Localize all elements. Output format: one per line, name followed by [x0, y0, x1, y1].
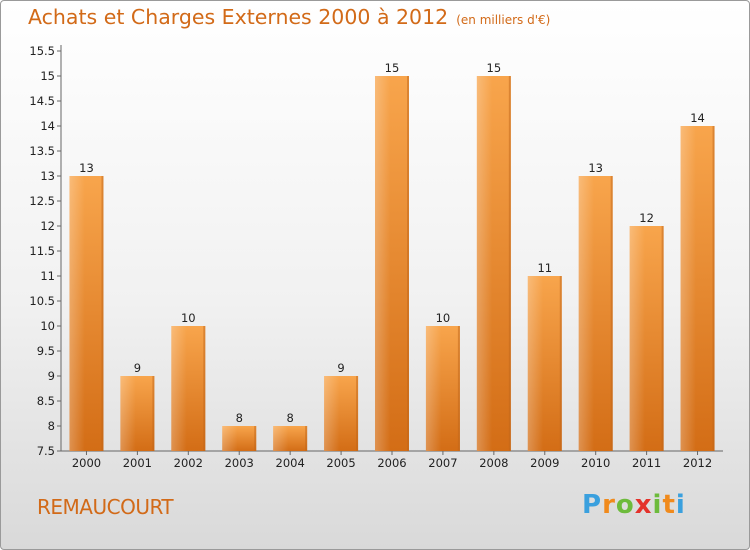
bar-highlight — [120, 376, 136, 451]
bar-shade — [508, 76, 511, 451]
data-label: 8 — [286, 411, 293, 425]
y-tick-label: 10.5 — [29, 294, 55, 308]
bar-shade — [101, 176, 104, 451]
data-label: 11 — [537, 261, 552, 275]
data-label: 15 — [487, 61, 502, 75]
data-label: 10 — [181, 311, 196, 325]
y-tick-label: 13 — [40, 169, 55, 183]
bar-highlight — [69, 176, 85, 451]
data-label: 10 — [436, 311, 451, 325]
y-tick-label: 7.5 — [37, 444, 55, 458]
bar-shade — [356, 376, 359, 451]
bar-highlight — [425, 326, 442, 451]
y-tick-label: 14.5 — [29, 94, 55, 108]
x-tick-label: 2011 — [632, 456, 661, 470]
x-tick-label: 2003 — [225, 456, 254, 470]
y-tick-label: 10 — [40, 319, 55, 333]
bar-shade — [203, 326, 206, 451]
y-tick-label: 12 — [40, 219, 55, 233]
x-tick-label: 2012 — [683, 456, 712, 470]
y-tick-label: 15.5 — [29, 44, 55, 58]
data-label: 15 — [385, 61, 400, 75]
x-tick-label: 2002 — [174, 456, 203, 470]
x-tick-label: 2010 — [581, 456, 610, 470]
y-tick-label: 9 — [48, 369, 55, 383]
bar-shade — [712, 126, 715, 451]
data-label: 9 — [337, 361, 344, 375]
data-label: 9 — [134, 361, 141, 375]
commune-name: REMAUCOURT — [37, 495, 174, 519]
y-tick-label: 15 — [40, 69, 55, 83]
x-tick-label: 2000 — [72, 456, 101, 470]
y-tick-label: 8.5 — [37, 394, 55, 408]
x-tick-label: 2007 — [428, 456, 457, 470]
bar-highlight — [324, 376, 340, 451]
bar-shade — [661, 226, 664, 451]
bar-highlight — [222, 426, 238, 451]
chart-title: Achats et Charges Externes 2000 à 2012 (e… — [28, 5, 551, 29]
bar-shade — [610, 176, 613, 451]
y-tick-label: 14 — [40, 119, 55, 133]
data-label: 12 — [639, 211, 654, 225]
x-tick-label: 2001 — [123, 456, 152, 470]
y-tick-label: 11 — [40, 269, 55, 283]
bar-highlight — [476, 76, 493, 451]
bar-shade — [305, 426, 308, 451]
data-label: 14 — [690, 111, 705, 125]
y-tick-label: 12.5 — [29, 194, 55, 208]
bar-shade — [457, 326, 460, 451]
unit-note: (en milliers d'€) — [456, 13, 551, 27]
x-tick-label: 2005 — [326, 456, 355, 470]
x-tick-label: 2009 — [530, 456, 559, 470]
bar-highlight — [680, 126, 696, 451]
data-label: 13 — [588, 161, 603, 175]
bar-highlight — [527, 276, 544, 451]
x-tick-label: 2004 — [276, 456, 305, 470]
bar-shade — [559, 276, 562, 451]
bar-highlight — [578, 176, 594, 451]
y-tick-label: 13.5 — [29, 144, 55, 158]
bar-highlight — [629, 226, 645, 451]
bar-highlight — [273, 426, 289, 451]
proxiti-logo: Proxiti — [582, 490, 686, 520]
y-tick-label: 9.5 — [37, 344, 55, 358]
y-tick-label: 11.5 — [29, 244, 55, 258]
data-label: 13 — [79, 161, 94, 175]
bar-highlight — [375, 76, 391, 451]
bar-shade — [254, 426, 257, 451]
x-tick-label: 2008 — [479, 456, 508, 470]
y-tick-label: 8 — [48, 419, 55, 433]
bar-shade — [407, 76, 409, 451]
bar-highlight — [171, 326, 187, 451]
bar-shade — [152, 376, 155, 451]
data-label: 8 — [236, 411, 243, 425]
x-tick-label: 2006 — [377, 456, 406, 470]
